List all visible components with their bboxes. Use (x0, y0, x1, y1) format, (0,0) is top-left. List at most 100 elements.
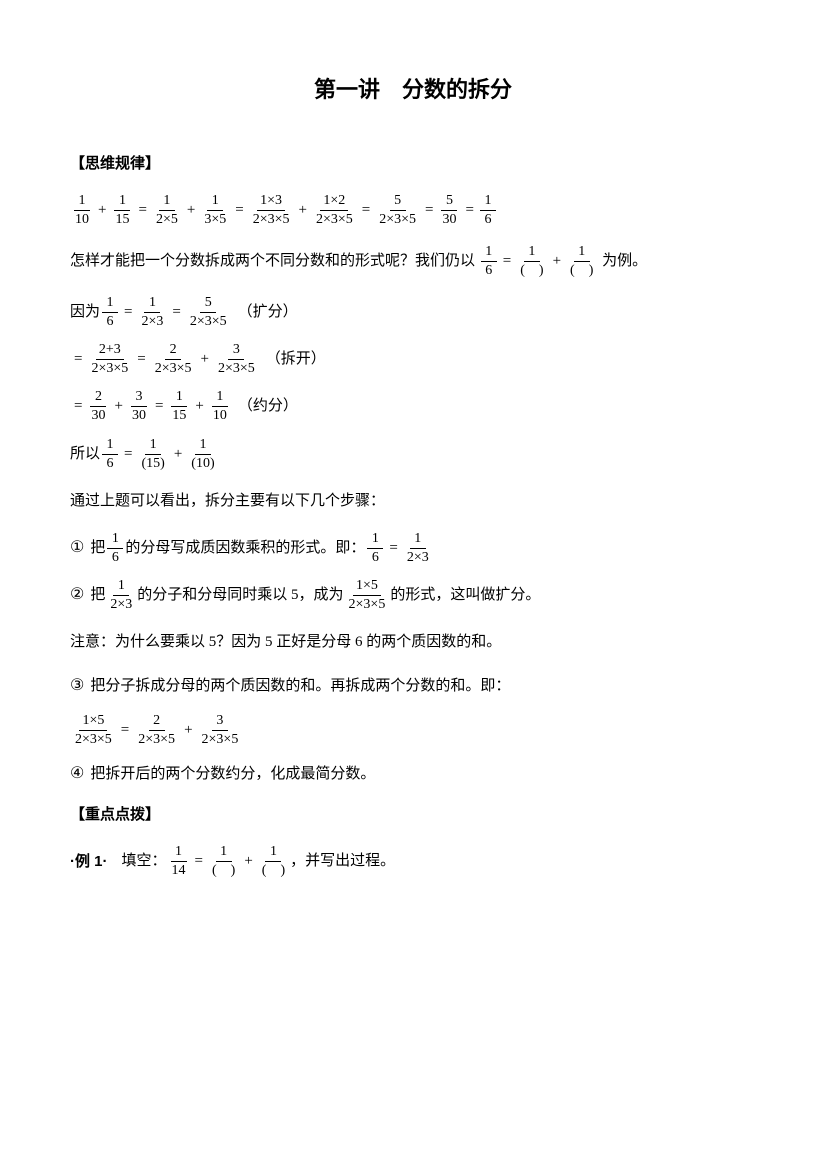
frac: 1( ) (209, 844, 238, 879)
text: 把 (90, 582, 105, 609)
frac: 115 (112, 193, 132, 228)
frac: 22×3×5 (135, 713, 178, 748)
op-eq: = (235, 197, 243, 224)
frac: 16 (480, 193, 496, 228)
note: 注意：为什么要乘以 5？因为 5 正好是分母 6 的两个质因数的和。 (70, 629, 756, 656)
frac: 22×3×5 (152, 342, 195, 377)
frac: 13×5 (201, 193, 229, 228)
frac: 52×3×5 (187, 295, 230, 330)
frac: 110 (210, 389, 230, 424)
op-plus: + (298, 197, 306, 224)
frac: 16 (481, 244, 497, 279)
step-1: ① 把 16 的分母写成质因数乘积的形式。即： 16 = 12×3 (70, 531, 756, 566)
text: 的分母写成质因数乘积的形式。即： (125, 535, 365, 562)
circle-1-icon: ① (70, 534, 84, 563)
op-eq: = (74, 346, 82, 373)
op-plus: + (195, 393, 203, 420)
frac: 1×52×3×5 (346, 578, 389, 613)
frac: 32×3×5 (199, 713, 242, 748)
frac: 16 (107, 531, 123, 566)
text: 怎样才能把一个分数拆成两个不同分数和的形式呢？我们仍以 (70, 253, 475, 269)
step-3: ③ 把分子拆成分母的两个质因数的和。再拆成两个分数的和。即： (70, 672, 756, 701)
frac: 230 (88, 389, 108, 424)
section-heading-2: 【重点点拨】 (70, 801, 756, 828)
op-eq: = (138, 197, 146, 224)
example-1: ·例 1· 填空： 114 = 1( ) + 1( ) ，并写出过程。 (70, 844, 756, 879)
circle-4-icon: ④ (70, 760, 84, 789)
annotation: （约分） (238, 393, 298, 420)
section-heading-1: 【思维规律】 (70, 150, 756, 177)
frac: 1(15) (138, 437, 167, 472)
page-title: 第一讲 分数的拆分 (70, 70, 756, 110)
frac: 330 (129, 389, 149, 424)
text: 为例。 (602, 253, 647, 269)
frac: 12×3 (138, 295, 166, 330)
op-eq: = (155, 393, 163, 420)
frac: 1×22×3×5 (313, 193, 356, 228)
op-eq: = (172, 299, 180, 326)
frac: 1(10) (188, 437, 217, 472)
op-plus: + (114, 393, 122, 420)
derivation-line-1: 因为 16 = 12×3 = 52×3×5 （扩分） (70, 295, 756, 330)
frac: 530 (439, 193, 459, 228)
annotation: （扩分） (238, 299, 298, 326)
text: 把分子拆成分母的两个质因数的和。再拆成两个分数的和。即： (90, 673, 510, 700)
frac: 110 (72, 193, 92, 228)
derivation-line-2: = 2+32×3×5 = 22×3×5 + 32×3×5 （拆开） (70, 342, 756, 377)
frac: 16 (102, 295, 118, 330)
op-eq: = (503, 248, 511, 275)
circle-2-icon: ② (70, 581, 84, 610)
question-1: 怎样才能把一个分数拆成两个不同分数和的形式呢？我们仍以 16 = 1( ) + … (70, 244, 756, 279)
step-2: ② 把 12×3 的分子和分母同时乘以 5，成为 1×52×3×5 的形式，这叫… (70, 578, 756, 613)
frac: 52×3×5 (376, 193, 419, 228)
op-eq: = (425, 197, 433, 224)
frac: 16 (367, 531, 383, 566)
op-plus: + (201, 346, 209, 373)
op-eq: = (362, 197, 370, 224)
frac: 2+32×3×5 (88, 342, 131, 377)
op-plus: + (184, 717, 192, 744)
op-eq: = (74, 393, 82, 420)
example-label: ·例 1· (70, 848, 108, 875)
text: 的形式，这叫做扩分。 (390, 582, 540, 609)
op-plus: + (244, 848, 252, 875)
op-eq: = (124, 441, 132, 468)
frac: 114 (169, 844, 189, 879)
circle-3-icon: ③ (70, 672, 84, 701)
frac: 1×32×3×5 (250, 193, 293, 228)
op-eq: = (121, 717, 129, 744)
text: ，并写出过程。 (290, 848, 395, 875)
text: 所以 (70, 441, 100, 468)
op-plus: + (187, 197, 195, 224)
derivation-line-3: = 230 + 330 = 115 + 110 （约分） (70, 389, 756, 424)
annotation: （拆开） (266, 346, 326, 373)
text: 填空： (122, 848, 167, 875)
text: 因为 (70, 299, 100, 326)
equation-1: 110 + 115 = 12×5 + 13×5 = 1×32×3×5 + 1×2… (70, 193, 756, 228)
text: 把拆开后的两个分数约分，化成最简分数。 (90, 761, 375, 788)
op-plus: + (553, 248, 561, 275)
step-3-equation: 1×52×3×5 = 22×3×5 + 32×3×5 (70, 713, 756, 748)
text: 把 (90, 535, 105, 562)
frac: 12×5 (153, 193, 181, 228)
op-eq: = (389, 535, 397, 562)
op-plus: + (174, 441, 182, 468)
frac: 1×52×3×5 (72, 713, 115, 748)
op-eq: = (465, 197, 473, 224)
frac: 115 (169, 389, 189, 424)
text: 的分子和分母同时乘以 5，成为 (137, 582, 343, 609)
frac: 32×3×5 (215, 342, 258, 377)
op-eq: = (195, 848, 203, 875)
frac: 1( ) (567, 244, 596, 279)
step-4: ④ 把拆开后的两个分数约分，化成最简分数。 (70, 760, 756, 789)
derivation-result: 所以 16 = 1(15) + 1(10) (70, 437, 756, 472)
op-eq: = (137, 346, 145, 373)
frac: 1( ) (517, 244, 546, 279)
paragraph: 通过上题可以看出，拆分主要有以下几个步骤： (70, 488, 756, 515)
frac: 16 (102, 437, 118, 472)
frac: 1( ) (259, 844, 288, 879)
op-plus: + (98, 197, 106, 224)
frac: 12×3 (107, 578, 135, 613)
op-eq: = (124, 299, 132, 326)
frac: 12×3 (404, 531, 432, 566)
